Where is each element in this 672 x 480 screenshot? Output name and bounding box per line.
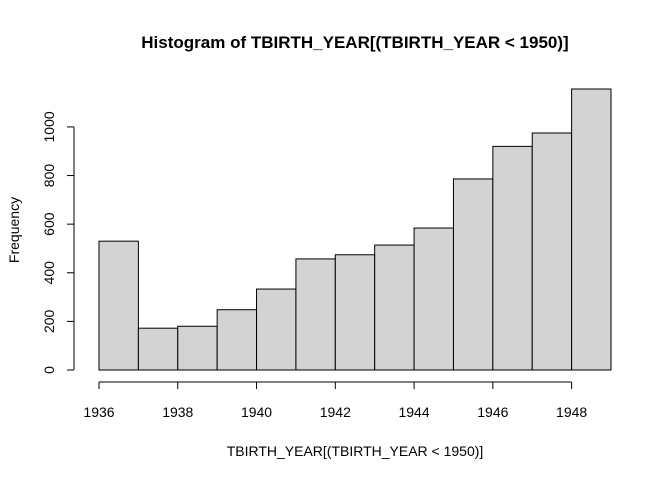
x-tick-label-1942: 1942 (320, 404, 351, 420)
y-tick-label-600: 600 (41, 212, 57, 236)
histogram-bar-1946 (492, 145, 533, 371)
histogram-bar-1940 (256, 288, 297, 371)
y-tick-label-200: 200 (41, 309, 57, 333)
y-tick-label-1000: 1000 (41, 111, 57, 142)
x-axis: 1936 1938 1940 1942 1944 1946 1948 (83, 381, 587, 420)
histogram-bar-1939 (216, 309, 258, 371)
histogram-bar-1938 (177, 325, 218, 371)
histogram-bar-1941 (295, 258, 336, 371)
x-tick-label-1940: 1940 (241, 404, 272, 420)
histogram-bar-1943 (374, 244, 415, 371)
x-tick-label-1948: 1948 (556, 404, 587, 420)
histogram-bar-1947 (531, 132, 573, 371)
histogram-bar-1936 (98, 240, 139, 371)
y-tick-label-800: 800 (41, 164, 57, 188)
x-tick-label-1946: 1946 (477, 404, 508, 420)
histogram-bar-1942 (334, 254, 376, 371)
histogram-bar-1944 (413, 227, 454, 371)
y-axis-label: Frequency (6, 197, 22, 263)
y-tick-label-0: 0 (41, 366, 57, 374)
histogram-bar-1945 (452, 178, 494, 371)
x-tick-label-1944: 1944 (398, 404, 429, 420)
x-axis-label: TBIRTH_YEAR[(TBIRTH_YEAR < 1950)] (227, 443, 484, 459)
y-tick-label-400: 400 (41, 261, 57, 285)
histogram-bar-1948 (571, 88, 612, 371)
x-tick-label-1936: 1936 (83, 404, 114, 420)
bars-group (98, 88, 612, 371)
y-axis: 0 200 400 600 800 1000 (41, 111, 75, 374)
x-tick-label-1938: 1938 (162, 404, 193, 420)
chart-title: Histogram of TBIRTH_YEAR[(TBIRTH_YEAR < … (141, 33, 568, 52)
histogram-bar-1937 (137, 327, 179, 371)
